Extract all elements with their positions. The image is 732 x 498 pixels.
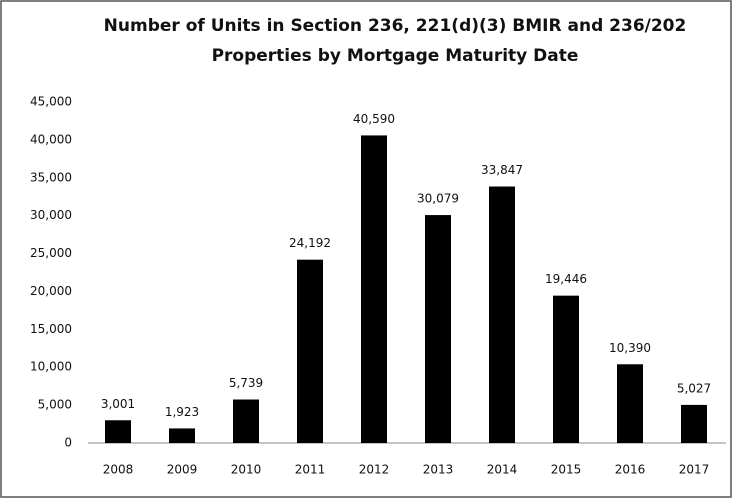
data-label: 10,390 xyxy=(609,341,651,355)
x-tick-label: 2012 xyxy=(359,463,390,477)
data-label: 3,001 xyxy=(101,397,135,411)
bar xyxy=(617,364,643,443)
y-tick-label: 25,000 xyxy=(30,246,72,260)
data-label: 19,446 xyxy=(545,272,587,286)
bar xyxy=(297,259,323,443)
x-tick-label: 2014 xyxy=(487,463,518,477)
y-tick-label: 10,000 xyxy=(30,360,72,374)
x-tick-label: 2017 xyxy=(679,463,710,477)
y-tick-label: 20,000 xyxy=(30,284,72,298)
bar xyxy=(681,404,707,443)
bar xyxy=(489,186,515,443)
data-label: 1,923 xyxy=(165,405,199,419)
y-tick-label: 45,000 xyxy=(30,95,72,109)
bar xyxy=(105,420,131,443)
data-label: 33,847 xyxy=(481,163,523,177)
data-label: 24,192 xyxy=(289,236,331,250)
bar xyxy=(361,135,387,443)
data-label: 40,590 xyxy=(353,112,395,126)
x-tick-label: 2013 xyxy=(423,463,454,477)
x-tick-label: 2010 xyxy=(231,463,262,477)
x-tick-label: 2011 xyxy=(295,463,326,477)
bar xyxy=(553,295,579,443)
x-tick-label: 2016 xyxy=(615,463,646,477)
x-tick-label: 2015 xyxy=(551,463,582,477)
x-tick-label: 2008 xyxy=(103,463,134,477)
bar xyxy=(169,428,195,443)
bar xyxy=(233,399,259,443)
y-tick-label: 0 xyxy=(64,436,72,450)
y-tick-label: 35,000 xyxy=(30,170,72,184)
y-tick-label: 30,000 xyxy=(30,208,72,222)
chart-title: Properties by Mortgage Maturity Date xyxy=(212,46,579,66)
y-tick-label: 15,000 xyxy=(30,322,72,336)
bar xyxy=(425,215,451,443)
chart-title: Number of Units in Section 236, 221(d)(3… xyxy=(104,16,687,36)
data-label: 5,739 xyxy=(229,376,263,390)
data-label: 5,027 xyxy=(677,381,711,395)
y-tick-label: 40,000 xyxy=(30,132,72,146)
x-tick-label: 2009 xyxy=(167,463,198,477)
data-label: 30,079 xyxy=(417,192,459,206)
y-tick-label: 5,000 xyxy=(38,398,72,412)
